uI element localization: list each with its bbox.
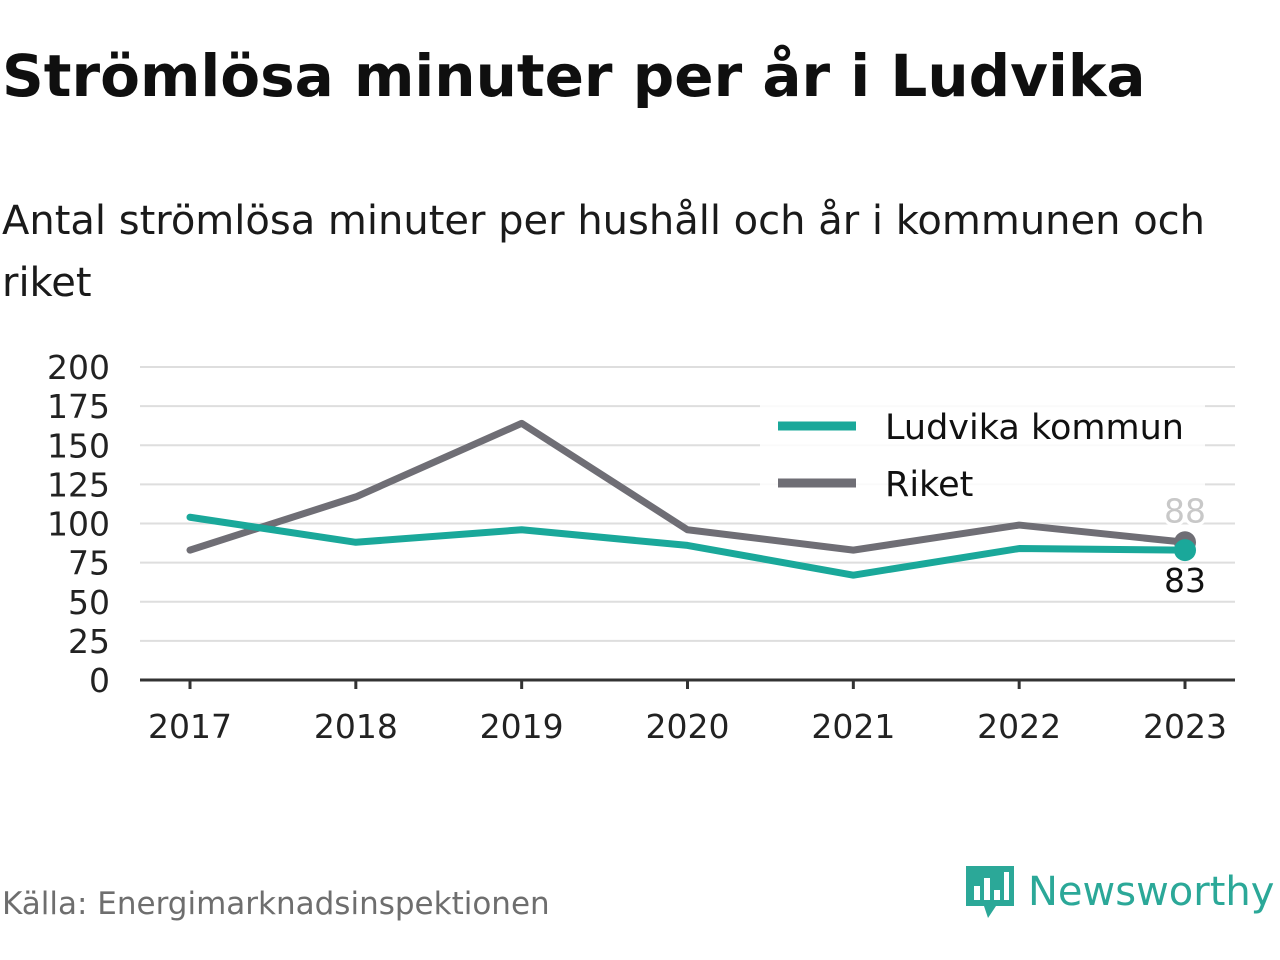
y-tick-label: 0 [89, 661, 110, 700]
source-note: Källa: Energimarknadsinspektionen [2, 886, 550, 922]
gridlines [140, 366, 1235, 642]
end-label-riket: 88 [1164, 491, 1206, 530]
x-tick-label: 2023 [1143, 707, 1227, 746]
brand-logo: Newsworthy [964, 862, 1274, 922]
x-tick-label: 2019 [480, 707, 564, 746]
end-labels: 88 83 [1161, 488, 1209, 603]
chart-subtitle: Antal strömlösa minuter per hushåll och … [2, 198, 1206, 306]
x-tick-label: 2017 [148, 707, 232, 746]
x-axis: 2017 2018 2019 2020 2021 2022 2023 [140, 678, 1235, 746]
x-tick-label: 2021 [811, 707, 895, 746]
y-tick-label: 75 [68, 544, 110, 583]
newsworthy-logo-icon [966, 866, 1014, 918]
legend: Ludvika kommun Riket [760, 402, 1205, 517]
y-tick-label: 150 [47, 426, 110, 465]
y-tick-label: 100 [47, 505, 110, 544]
x-tick-label: 2020 [646, 707, 730, 746]
series-line-riket [186, 419, 1189, 554]
y-tick-label: 50 [68, 583, 110, 622]
y-tick-label: 125 [47, 465, 110, 504]
y-tick-label: 25 [68, 622, 110, 661]
legend-background [760, 402, 1205, 517]
end-point-ludvika [1174, 539, 1196, 562]
legend-label: Ludvika kommun [885, 408, 1184, 448]
series-line-ludvika [186, 513, 1189, 579]
x-tick-label: 2018 [314, 707, 398, 746]
end-label-ludvika: 83 [1164, 561, 1206, 600]
chart-title: Strömlösa minuter per år i Ludvika [2, 42, 1146, 110]
x-tick-label: 2022 [977, 707, 1061, 746]
y-tick-label: 175 [47, 387, 110, 426]
series-lines [186, 419, 1196, 579]
y-tick-label: 200 [47, 348, 110, 387]
brand-name: Newsworthy [1028, 869, 1275, 915]
legend-label: Riket [885, 465, 973, 505]
